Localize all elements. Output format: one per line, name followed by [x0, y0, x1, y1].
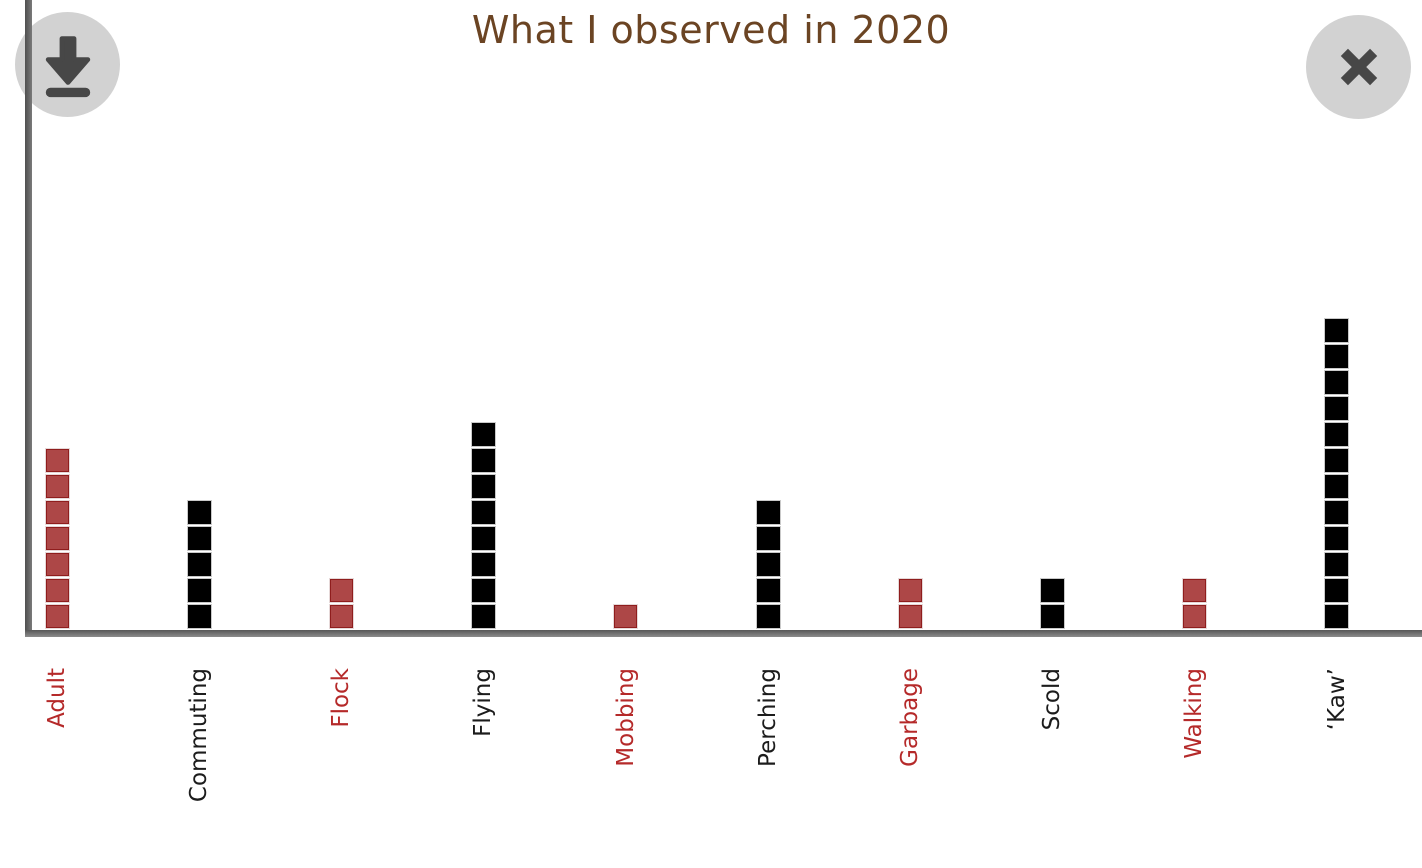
x-axis-label: Perching	[753, 668, 783, 868]
x-axis-label: Flock	[326, 668, 356, 868]
unit-square	[45, 553, 69, 576]
unit-square	[187, 605, 211, 628]
unit-square	[1325, 319, 1349, 342]
unit-square	[1325, 475, 1349, 498]
unit-square	[472, 475, 496, 498]
unit-square	[187, 501, 211, 524]
unit-square	[1325, 345, 1349, 368]
unit-square	[1325, 449, 1349, 472]
bar-column	[756, 501, 780, 631]
x-axis-label-text: Garbage	[896, 668, 923, 767]
close-button[interactable]	[1306, 15, 1411, 119]
unit-square	[898, 605, 922, 628]
x-axis-label: Scold	[1037, 668, 1067, 868]
x-axis-label: Commuting	[184, 668, 214, 868]
bar-column	[614, 605, 638, 631]
unit-square	[472, 553, 496, 576]
close-icon	[1340, 48, 1377, 86]
x-axis-label: Mobbing	[611, 668, 641, 868]
unit-square	[45, 449, 69, 472]
x-axis-label: Garbage	[895, 668, 925, 868]
unit-square	[1325, 371, 1349, 394]
unit-square	[1183, 579, 1207, 602]
unit-square	[756, 527, 780, 550]
unit-square	[329, 605, 353, 628]
unit-square	[1325, 397, 1349, 420]
unit-square	[45, 527, 69, 550]
unit-square	[1325, 527, 1349, 550]
x-axis-label-text: Walking	[1181, 668, 1208, 759]
x-axis-label: Walking	[1180, 668, 1210, 868]
x-axis-label-text: Mobbing	[612, 668, 639, 767]
unit-square	[45, 605, 69, 628]
unit-square	[1325, 553, 1349, 576]
unit-square	[45, 501, 69, 524]
unit-square	[472, 605, 496, 628]
unit-square	[1040, 605, 1064, 628]
unit-square	[329, 579, 353, 602]
download-button[interactable]	[15, 12, 120, 117]
unit-square	[1040, 579, 1064, 602]
x-axis-label: Adult	[42, 668, 72, 868]
bar-column	[1325, 319, 1349, 631]
unit-square	[756, 579, 780, 602]
x-axis-label-text: Flock	[328, 668, 355, 728]
unit-square	[472, 449, 496, 472]
bar-column	[472, 423, 496, 631]
unit-square	[45, 579, 69, 602]
unit-square	[1325, 423, 1349, 446]
bar-column	[1040, 579, 1064, 631]
x-axis-label-text: Scold	[1039, 668, 1066, 731]
x-axis-label: ‘Kaw’	[1322, 668, 1352, 868]
x-axis-label-text: Adult	[43, 668, 70, 728]
unit-square	[187, 553, 211, 576]
bar-column	[329, 579, 353, 631]
bar-column	[898, 579, 922, 631]
x-axis-label: Flying	[469, 668, 499, 868]
unit-square	[187, 579, 211, 602]
download-icon	[45, 35, 90, 97]
unit-square	[756, 553, 780, 576]
unit-square	[1325, 579, 1349, 602]
unit-square	[472, 527, 496, 550]
x-axis-label-text: ‘Kaw’	[1323, 668, 1350, 731]
y-axis-line	[25, 0, 32, 637]
unit-square	[187, 527, 211, 550]
unit-square	[45, 475, 69, 498]
chart-title: What I observed in 2020	[471, 8, 951, 52]
x-axis-line	[25, 630, 1422, 637]
unit-square	[1325, 605, 1349, 628]
unit-square	[472, 423, 496, 446]
unit-square	[898, 579, 922, 602]
chart-modal: What I observed in 2020 Adult Commuting Fl…	[15, 0, 1422, 802]
bar-column	[187, 501, 211, 631]
x-axis-label-text: Flying	[470, 668, 497, 737]
unit-square	[1325, 501, 1349, 524]
x-axis-label-text: Commuting	[185, 668, 212, 803]
bar-column	[45, 449, 69, 631]
unit-square	[756, 501, 780, 524]
unit-square	[614, 605, 638, 628]
unit-square	[756, 605, 780, 628]
unit-square	[472, 501, 496, 524]
x-axis-label-text: Perching	[754, 668, 781, 767]
unit-square	[472, 579, 496, 602]
bar-column	[1183, 579, 1207, 631]
unit-square	[1183, 605, 1207, 628]
